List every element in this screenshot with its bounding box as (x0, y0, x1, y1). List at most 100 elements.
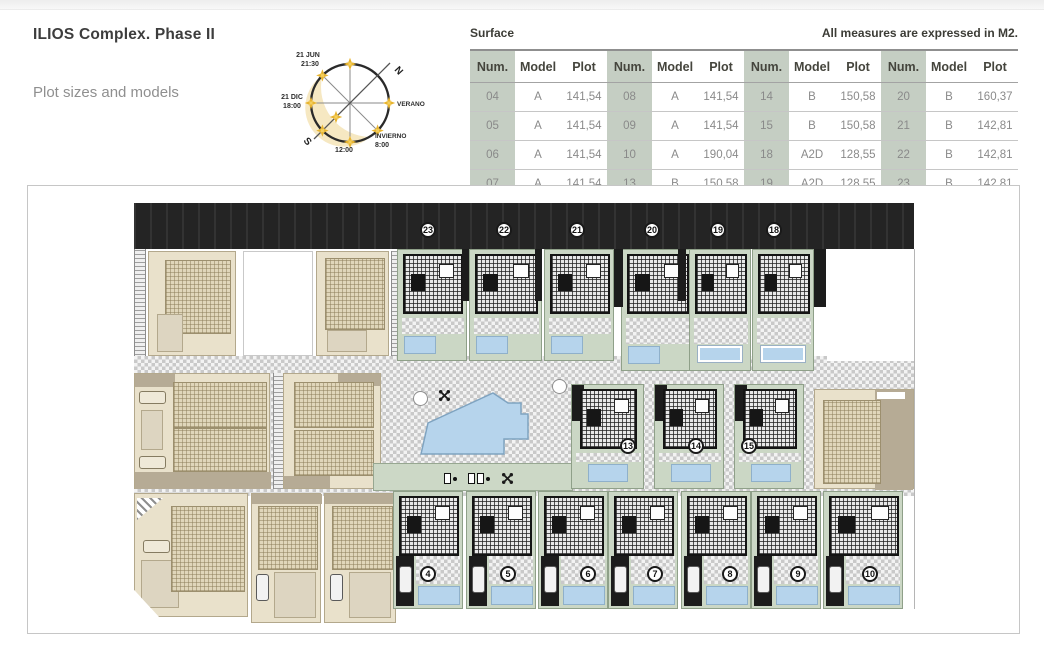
house-plan (550, 254, 610, 314)
top-window-strip (0, 0, 1044, 10)
existing-house (814, 389, 914, 490)
page-title: ILIOS Complex. Phase II (33, 26, 216, 43)
car-icon (757, 566, 770, 593)
plot-number-badge-14: 14 (688, 438, 704, 454)
units-note: All measures are expressed in M2. (821, 26, 1018, 40)
plot-size-cell: 141,54 (698, 111, 744, 141)
private-pool (698, 346, 742, 362)
plot-num-cell: 18 (744, 140, 789, 170)
plot-22 (469, 249, 542, 361)
plot-number-badge-10: 10 (862, 566, 878, 582)
plot-number-badge-6: 6 (580, 566, 596, 582)
model-cell: B (789, 82, 835, 112)
plot-7 (608, 491, 678, 609)
plot-9 (751, 491, 821, 609)
plot-num-cell: 20 (881, 82, 926, 112)
playground-icon (438, 389, 451, 402)
bench-icon (468, 473, 490, 484)
plot-8 (681, 491, 751, 609)
private-pool (628, 346, 660, 364)
compass-winter-label: INVIERNO (375, 133, 406, 140)
wall-separator (678, 249, 686, 301)
surface-table-section: Surface All measures are expressed in M2… (470, 26, 1018, 200)
plot-size-cell: 141,54 (561, 82, 607, 112)
model-cell: A (515, 111, 561, 141)
tree-icon (552, 379, 567, 394)
plot-number-badge-5: 5 (500, 566, 516, 582)
model-cell: A (652, 111, 698, 141)
existing-house (324, 493, 397, 623)
car-icon (399, 566, 412, 593)
surface-table-title: Surface (470, 26, 515, 40)
model-cell: B (926, 111, 972, 141)
existing-house (251, 493, 322, 623)
house-plan (472, 496, 532, 556)
model-cell: B (789, 111, 835, 141)
plot-size-cell: 142,81 (972, 140, 1018, 170)
private-pool (588, 464, 628, 482)
column-header: Plot (698, 50, 744, 83)
road-strip (134, 203, 914, 249)
private-pool (706, 586, 748, 605)
wall-separator (535, 249, 542, 301)
plot-number-badge-20: 20 (644, 222, 660, 238)
plot-10 (823, 491, 903, 609)
column-header: Plot (972, 50, 1018, 83)
compass-dec-time: 18:00 (283, 103, 301, 110)
existing-house (134, 373, 271, 489)
car-icon (614, 566, 627, 593)
plot-number-badge-9: 9 (790, 566, 806, 582)
plot-4 (393, 491, 463, 609)
plot-number-badge-7: 7 (647, 566, 663, 582)
house-plan (475, 254, 538, 314)
model-cell: B (926, 82, 972, 112)
site-plan: 23 22 21 20 19 18 13 14 15 4 5 6 7 8 9 10 (27, 185, 1020, 634)
plot-number-badge-22: 22 (496, 222, 512, 238)
house-plan (758, 254, 810, 314)
model-cell: A (652, 82, 698, 112)
house-plan (695, 254, 747, 314)
model-cell: A (652, 140, 698, 170)
plot-number-badge-4: 4 (420, 566, 436, 582)
plot-num-cell: 15 (744, 111, 789, 141)
wall-separator (462, 249, 469, 301)
patio-paving (757, 318, 811, 344)
sun-compass-diagram: 21 JUN 21:30 N 21 DIC 18:00 VERANO S 12:… (281, 52, 425, 154)
column-header: Num. (744, 50, 789, 83)
compass-south-label: S (301, 136, 314, 149)
private-pool (491, 586, 533, 605)
house-plan (544, 496, 604, 556)
plot-size-cell: 190,04 (698, 140, 744, 170)
patio-paving (694, 318, 748, 344)
car-icon (687, 566, 700, 593)
existing-house (134, 493, 248, 617)
model-cell: A (515, 140, 561, 170)
plot-size-cell: 150,58 (835, 82, 881, 112)
plot-num-cell: 14 (744, 82, 789, 112)
compass-dec-date: 21 DIC (281, 94, 303, 101)
model-cell: B (926, 140, 972, 170)
plot-15 (734, 384, 804, 489)
patio-paving (474, 318, 539, 334)
house-plan (743, 389, 797, 449)
column-header: Model (926, 50, 972, 83)
existing-house (316, 251, 389, 356)
column-header: Num. (607, 50, 652, 83)
private-pool (551, 336, 583, 354)
patio-paving (402, 318, 464, 334)
house-plan (687, 496, 747, 556)
compass-north-label: N (392, 65, 405, 78)
plot-size-cell: 142,81 (972, 111, 1018, 141)
bench-icon (444, 473, 457, 484)
plot-23 (397, 249, 467, 361)
house-plan (614, 496, 674, 556)
car-icon (544, 566, 557, 593)
patio-paving (576, 453, 641, 462)
plot-num-cell: 06 (470, 140, 515, 170)
house-plan (580, 389, 637, 449)
house-plan (399, 496, 459, 556)
model-cell: A2D (789, 140, 835, 170)
house-plan (757, 496, 817, 556)
plot-18 (752, 249, 814, 371)
plot-number-badge-21: 21 (569, 222, 585, 238)
